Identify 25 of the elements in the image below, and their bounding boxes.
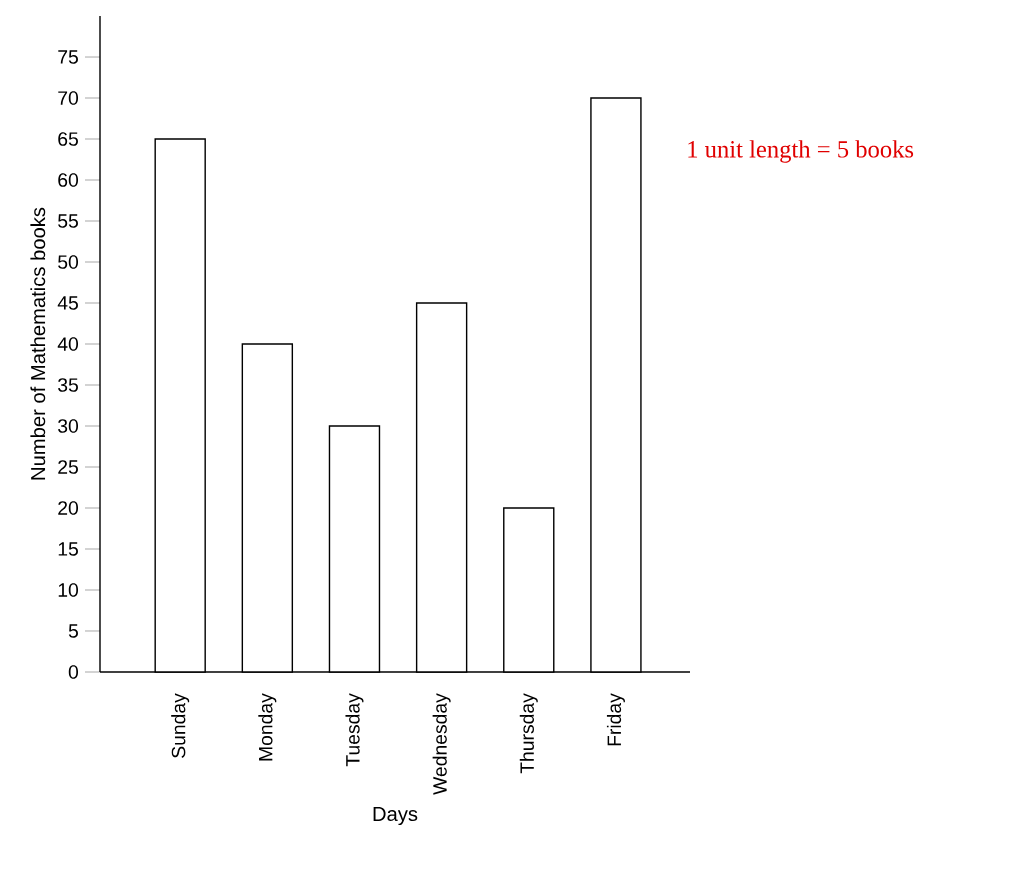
- y-tick-label: 45: [57, 296, 78, 310]
- y-tick-label: 0: [68, 665, 79, 679]
- y-tick-label: 35: [58, 378, 78, 392]
- y-tick-label: 20: [58, 501, 79, 515]
- x-tick-label: Thursday: [519, 693, 538, 774]
- y-tick-label: 75: [58, 50, 78, 64]
- x-tick-label: Tuesday: [345, 693, 364, 767]
- x-tick-label: Sunday: [171, 693, 190, 758]
- y-tick-label: 65: [58, 132, 78, 146]
- x-tick-label: Friday: [606, 693, 625, 746]
- annotation: 1 unit length = 5 books: [688, 140, 914, 163]
- y-tick-label: 70: [58, 91, 79, 105]
- y-axis-title: Number of Mathematics books: [30, 207, 46, 480]
- y-tick-label: 55: [58, 214, 78, 228]
- y-tick-label: 15: [58, 542, 78, 556]
- x-tick-label: Wednesday: [432, 693, 451, 795]
- x-tick-label: Monday: [258, 693, 277, 761]
- y-tick-label: 5: [68, 624, 78, 638]
- y-tick-label: 10: [58, 583, 79, 597]
- y-tick-label: 60: [58, 173, 79, 187]
- x-axis-title: Days: [373, 807, 418, 826]
- y-tick-label: 25: [58, 460, 78, 474]
- y-tick-label: 40: [57, 337, 79, 351]
- y-tick-label: 30: [58, 419, 79, 433]
- y-tick-label: 50: [58, 255, 79, 269]
